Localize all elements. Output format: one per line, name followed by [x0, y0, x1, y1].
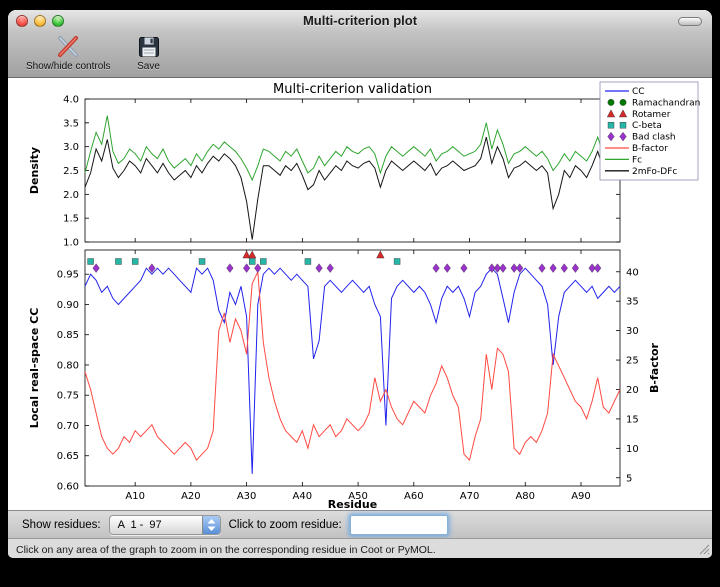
- svg-text:4.0: 4.0: [63, 95, 79, 106]
- series-CC: [84, 267, 621, 474]
- svg-text:Ramachandran: Ramachandran: [632, 98, 700, 108]
- svg-text:CC: CC: [632, 87, 645, 97]
- svg-text:2.5: 2.5: [63, 166, 79, 177]
- svg-text:10: 10: [626, 444, 639, 455]
- controls-bar: Show residues: A 1 - 97 Click to zoom re…: [8, 510, 712, 538]
- series-Fc: [84, 115, 621, 182]
- multi-criterion-figure[interactable]: Multi-criterion validation 1.0 1.5 2.0 2.5 3.…: [8, 78, 712, 510]
- toolbar: Show/hide controls Save: [8, 32, 712, 78]
- window-controls: [16, 15, 64, 27]
- svg-text:A40: A40: [293, 491, 313, 502]
- show-hide-controls-label: Show/hide controls: [26, 61, 111, 72]
- svg-text:0.80: 0.80: [57, 360, 79, 371]
- floppy-disk-icon: [137, 34, 161, 60]
- show-hide-controls-button[interactable]: Show/hide controls: [26, 34, 111, 72]
- svg-text:25: 25: [626, 356, 639, 367]
- density-plot[interactable]: 1.0 1.5 2.0 2.5 3.0 3.5 4.0 Density: [28, 95, 621, 249]
- outlier-markers-diamond: [92, 263, 602, 273]
- minimize-button[interactable]: [34, 15, 46, 27]
- svg-text:0.85: 0.85: [57, 330, 79, 341]
- zoom-window-button[interactable]: [52, 15, 64, 27]
- outlier-markers-triangle: [242, 250, 385, 259]
- show-residues-label: Show residues:: [22, 518, 101, 531]
- svg-text:3.0: 3.0: [63, 142, 79, 153]
- svg-text:3.5: 3.5: [63, 118, 79, 129]
- svg-text:40: 40: [626, 267, 639, 278]
- window-title: Multi-criterion plot: [302, 13, 418, 28]
- plot-area[interactable]: Multi-criterion validation 1.0 1.5 2.0 2.5 3.…: [8, 78, 712, 510]
- svg-text:0.70: 0.70: [57, 421, 79, 432]
- svg-text:1.0: 1.0: [63, 238, 79, 249]
- svg-text:0.95: 0.95: [57, 270, 79, 281]
- resize-grip-icon[interactable]: [697, 542, 710, 558]
- svg-text:2.0: 2.0: [63, 190, 79, 201]
- residue-range-select[interactable]: A 1 - 97: [108, 514, 221, 535]
- title-bar[interactable]: Multi-criterion plot: [8, 10, 712, 32]
- svg-text:1.5: 1.5: [63, 214, 79, 225]
- close-button[interactable]: [16, 15, 28, 27]
- series-2mFo-DFc: [84, 136, 621, 240]
- svg-text:15: 15: [626, 414, 639, 425]
- svg-text:A20: A20: [181, 491, 201, 502]
- svg-text:35: 35: [626, 297, 639, 308]
- residue-range-value: A 1 - 97: [117, 518, 162, 531]
- svg-text:0.75: 0.75: [57, 391, 79, 402]
- cc-bfactor-plot[interactable]: 0.60 0.65 0.70 0.75 0.80 0.85 0.90 0.95 5 10 15 20 2…: [28, 249, 661, 510]
- series-B-factor: [84, 269, 621, 462]
- save-button[interactable]: Save: [137, 34, 161, 72]
- svg-text:0.60: 0.60: [57, 482, 79, 493]
- svg-text:Rotamer: Rotamer: [632, 110, 671, 120]
- density-axis-label: Density: [28, 147, 41, 194]
- toolbar-toggle-button[interactable]: [678, 17, 702, 26]
- save-label: Save: [137, 61, 160, 72]
- svg-text:20: 20: [626, 385, 639, 396]
- svg-text:0.90: 0.90: [57, 300, 79, 311]
- bfactor-axis-label: B-factor: [648, 342, 661, 392]
- outlier-markers-square: [87, 258, 401, 265]
- svg-text:30: 30: [626, 326, 639, 337]
- zoom-residue-label: Click to zoom residue:: [228, 518, 342, 531]
- svg-text:Bad clash: Bad clash: [632, 133, 676, 143]
- svg-text:A80: A80: [515, 491, 535, 502]
- svg-text:A50: A50: [348, 491, 368, 502]
- residue-axis-label: Residue: [328, 498, 377, 510]
- svg-text:A60: A60: [404, 491, 424, 502]
- svg-text:B-factor: B-factor: [632, 144, 668, 154]
- svg-text:2mFo-DFc: 2mFo-DFc: [632, 167, 677, 177]
- zoom-residue-input[interactable]: [349, 514, 448, 535]
- svg-text:5: 5: [626, 473, 632, 484]
- svg-text:Fc: Fc: [632, 155, 642, 165]
- svg-text:A70: A70: [460, 491, 480, 502]
- status-bar: Click on any area of the graph to zoom i…: [8, 538, 712, 558]
- crossed-tools-icon: [55, 34, 81, 60]
- cc-axis-label: Local real-space CC: [28, 308, 41, 429]
- svg-text:C-beta: C-beta: [632, 121, 662, 131]
- svg-text:A30: A30: [237, 491, 257, 502]
- svg-text:A10: A10: [125, 491, 145, 502]
- svg-text:0.65: 0.65: [57, 451, 79, 462]
- popup-stepper-icon: [201, 515, 220, 534]
- svg-text:A90: A90: [571, 491, 591, 502]
- chart-title: Multi-criterion validation: [273, 82, 432, 97]
- status-text: Click on any area of the graph to zoom i…: [16, 543, 436, 556]
- app-window: Multi-criterion plot Show/hide controls: [8, 10, 712, 558]
